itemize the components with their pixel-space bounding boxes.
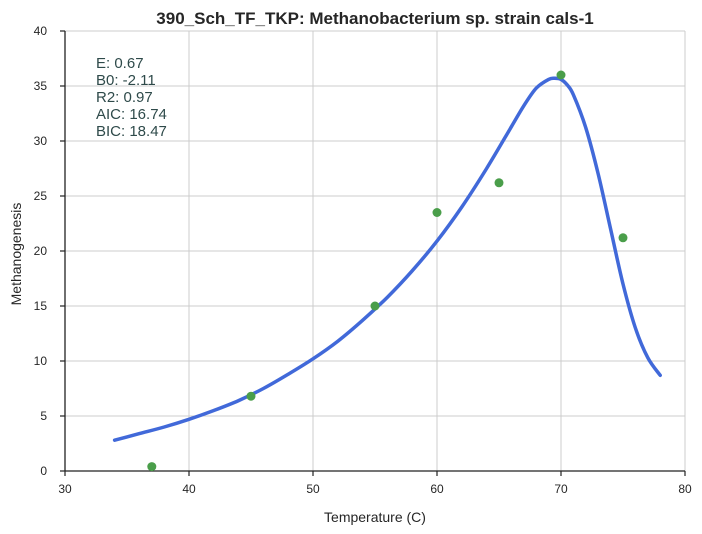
fit-stat-line: AIC: 16.74 bbox=[96, 106, 167, 123]
fit-curve-layer bbox=[112, 76, 662, 442]
x-tick-label: 80 bbox=[678, 482, 692, 496]
y-tick-label: 10 bbox=[34, 354, 48, 368]
y-axis-label: Methanogenesis bbox=[8, 203, 24, 306]
data-point bbox=[246, 391, 256, 401]
y-tick-label: 0 bbox=[40, 464, 47, 478]
data-point bbox=[618, 233, 628, 243]
x-tick-label: 30 bbox=[58, 482, 72, 496]
y-tick-label: 20 bbox=[34, 244, 48, 258]
grid-layer bbox=[64, 30, 686, 472]
x-tick-label: 50 bbox=[306, 482, 320, 496]
x-tick-label: 60 bbox=[430, 482, 444, 496]
data-point bbox=[370, 301, 380, 311]
data-points-layer bbox=[147, 70, 628, 472]
x-tick-label: 70 bbox=[554, 482, 568, 496]
y-tick-label: 15 bbox=[34, 299, 48, 313]
data-point bbox=[494, 178, 504, 188]
data-point bbox=[147, 462, 157, 472]
x-tick-label: 40 bbox=[182, 482, 196, 496]
chart-title: 390_Sch_TF_TKP: Methanobacterium sp. str… bbox=[156, 9, 593, 28]
fit-stat-line: BIC: 18.47 bbox=[96, 123, 167, 140]
fit-stat-line: E: 0.67 bbox=[96, 55, 144, 72]
fit-stat-line: R2: 0.97 bbox=[96, 89, 153, 106]
y-tick-label: 25 bbox=[34, 189, 48, 203]
y-tick-label: 35 bbox=[34, 79, 48, 93]
axis-layer: 30 40 50 60 70 80 0 5 10 15 20 25 30 35 40 bbox=[34, 24, 692, 496]
y-tick-label: 5 bbox=[40, 409, 47, 423]
y-tick-label: 30 bbox=[34, 134, 48, 148]
data-point bbox=[432, 208, 442, 217]
y-tick-label: 40 bbox=[34, 24, 48, 38]
fit-curve bbox=[112, 76, 662, 442]
fit-stat-line: B0: -2.11 bbox=[96, 72, 156, 89]
x-axis-label: Temperature (C) bbox=[324, 509, 426, 525]
data-point bbox=[556, 70, 566, 80]
